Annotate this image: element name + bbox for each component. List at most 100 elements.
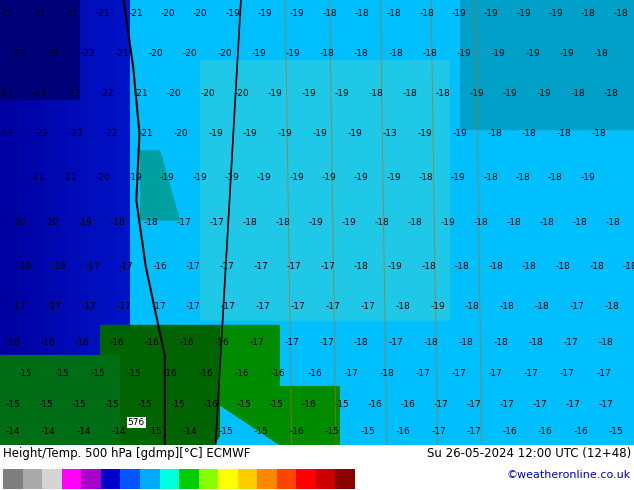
Text: -19: -19 (452, 129, 467, 138)
Bar (238, 469, 257, 489)
Bar (42, 469, 62, 489)
Text: -17: -17 (566, 400, 581, 409)
Text: -18: -18 (402, 89, 417, 98)
Text: -18: -18 (613, 9, 628, 18)
Text: -19: -19 (127, 173, 143, 182)
Text: -19: -19 (268, 89, 283, 98)
Text: -19: -19 (321, 173, 337, 182)
Text: -18: -18 (418, 173, 434, 182)
Text: -18: -18 (368, 89, 384, 98)
Text: -18: -18 (51, 263, 67, 271)
Text: -17: -17 (119, 263, 134, 271)
Text: -20: -20 (11, 218, 27, 227)
Text: -19: -19 (525, 49, 540, 58)
Text: -18: -18 (548, 173, 563, 182)
Text: -18: -18 (110, 218, 126, 227)
Text: -18: -18 (623, 263, 634, 271)
Text: -20: -20 (167, 89, 182, 98)
Text: -19: -19 (257, 173, 272, 182)
Text: -20: -20 (200, 89, 216, 98)
Text: -19: -19 (548, 9, 564, 18)
Text: -20: -20 (173, 129, 188, 138)
Text: -20: -20 (160, 9, 176, 18)
Text: -23: -23 (34, 129, 49, 138)
Text: -18: -18 (322, 9, 337, 18)
Text: -19: -19 (354, 173, 369, 182)
Text: -18: -18 (422, 49, 437, 58)
Text: -15: -15 (170, 400, 185, 409)
Bar (120, 469, 140, 489)
Text: -17: -17 (319, 338, 334, 347)
Text: -20: -20 (234, 89, 249, 98)
Text: -19: -19 (387, 263, 403, 271)
Text: -15: -15 (54, 369, 69, 378)
Text: -17: -17 (11, 302, 27, 312)
Text: -17: -17 (569, 302, 585, 312)
Text: -19: -19 (559, 49, 574, 58)
Text: -15: -15 (269, 400, 284, 409)
Text: -19: -19 (341, 218, 356, 227)
Text: -17: -17 (219, 263, 235, 271)
Text: -17: -17 (598, 400, 614, 409)
Text: -18: -18 (555, 263, 571, 271)
Text: -17: -17 (533, 400, 548, 409)
Text: -21: -21 (133, 89, 148, 98)
Text: -18: -18 (424, 338, 439, 347)
Text: -14: -14 (112, 427, 127, 436)
Text: -14: -14 (5, 427, 20, 436)
Text: -19: -19 (224, 173, 240, 182)
Text: 576: 576 (127, 418, 145, 427)
Text: -19: -19 (335, 89, 350, 98)
Text: -17: -17 (253, 263, 268, 271)
Text: -19: -19 (243, 129, 258, 138)
Text: -19: -19 (308, 218, 323, 227)
Text: -17: -17 (249, 338, 264, 347)
Text: -18: -18 (515, 173, 531, 182)
Text: -17: -17 (467, 427, 482, 436)
Text: -19: -19 (516, 9, 531, 18)
Text: -16: -16 (538, 427, 553, 436)
Text: -18: -18 (593, 49, 609, 58)
Text: -15: -15 (38, 400, 53, 409)
Text: -17: -17 (46, 302, 61, 312)
Text: -17: -17 (500, 400, 515, 409)
Text: -15: -15 (137, 400, 152, 409)
Text: -15: -15 (147, 427, 162, 436)
Bar (198, 469, 218, 489)
Text: -15: -15 (218, 427, 233, 436)
Text: -15: -15 (236, 400, 251, 409)
Text: -17: -17 (209, 218, 224, 227)
Text: -19: -19 (580, 173, 595, 182)
Text: -18: -18 (354, 338, 369, 347)
Text: -18: -18 (387, 9, 402, 18)
Text: -17: -17 (325, 302, 340, 312)
Text: -16: -16 (40, 338, 55, 347)
Text: -17: -17 (85, 263, 100, 271)
Text: -18: -18 (407, 218, 422, 227)
Text: -16: -16 (401, 400, 416, 409)
Text: -19: -19 (278, 129, 293, 138)
Text: -21: -21 (30, 173, 46, 182)
Text: -16: -16 (214, 338, 230, 347)
Text: -20: -20 (183, 49, 198, 58)
Text: -20: -20 (148, 49, 164, 58)
Text: -16: -16 (203, 400, 218, 409)
Text: -16: -16 (302, 400, 317, 409)
Bar (101, 469, 120, 489)
Text: -21: -21 (31, 9, 46, 18)
Text: -18: -18 (493, 338, 508, 347)
Text: -17: -17 (488, 369, 503, 378)
Text: -14: -14 (76, 427, 91, 436)
Text: -17: -17 (389, 338, 404, 347)
Bar (257, 469, 277, 489)
Text: -16: -16 (110, 338, 125, 347)
Text: -19: -19 (160, 173, 175, 182)
Text: -15: -15 (360, 427, 375, 436)
Text: -18: -18 (488, 263, 503, 271)
Text: -18: -18 (374, 218, 389, 227)
Text: -22: -22 (100, 89, 114, 98)
Text: -18: -18 (354, 263, 369, 271)
Text: -19: -19 (503, 89, 518, 98)
Text: -15: -15 (18, 369, 33, 378)
Text: -22: -22 (67, 89, 81, 98)
